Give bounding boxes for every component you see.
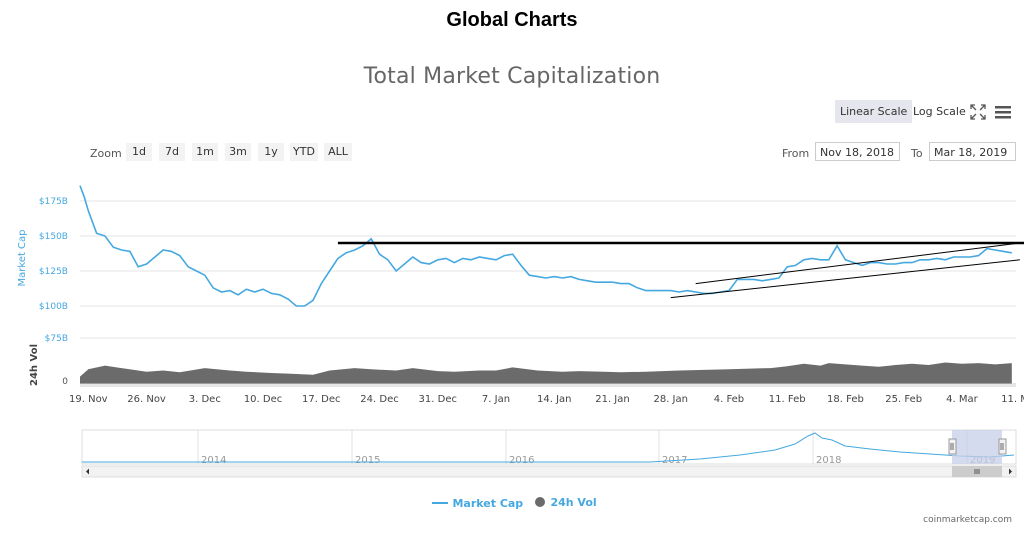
- zoom-7d-button[interactable]: 7d: [159, 143, 185, 161]
- x-tick-label: 31. Dec: [419, 394, 457, 405]
- zoom-1y-button[interactable]: 1y: [258, 143, 284, 161]
- navigator-year-label: 2015: [355, 455, 380, 466]
- chart-title: Total Market Capitalization: [363, 64, 661, 89]
- navigator-series: [82, 432, 1015, 463]
- x-tick-label: 18. Feb: [827, 394, 864, 405]
- ascending-channel-upper-line: [695, 242, 1020, 285]
- scroll-right-arrow-icon[interactable]: [1009, 468, 1012, 475]
- x-tick-label: 19. Nov: [69, 394, 108, 405]
- x-tick-label: 3. Dec: [189, 394, 221, 405]
- legend-market-cap-label: Market Cap: [452, 497, 524, 510]
- navigator-scrollbar-track[interactable]: [81, 465, 1017, 478]
- legend-volume-label: 24h Vol: [550, 496, 597, 509]
- to-date-input[interactable]: Mar 18, 2019: [929, 142, 1016, 161]
- x-tick-label: 10. Dec: [244, 394, 282, 405]
- hamburger-menu-icon[interactable]: [995, 105, 1011, 119]
- volume-tick-zero: 0: [62, 377, 68, 387]
- x-tick-label: 7. Jan: [482, 394, 510, 405]
- page-title: Global Charts: [446, 9, 578, 31]
- circle-legend-icon: [535, 496, 545, 507]
- scrollbar-grip: [974, 469, 980, 474]
- x-tick-label: 25. Feb: [885, 394, 922, 405]
- from-label: From: [782, 147, 810, 160]
- x-tick-label: 4. Mar: [946, 394, 978, 405]
- zoom-3m-button[interactable]: 3m: [225, 143, 251, 161]
- legend-market-cap[interactable]: Market Cap: [432, 494, 523, 512]
- x-tick-label: 26. Nov: [127, 394, 166, 405]
- ascending-channel-lower-line: [670, 259, 1020, 299]
- market-cap-line: [79, 185, 1012, 307]
- x-tick-label: 11. Mar: [1001, 394, 1024, 405]
- x-tick-label: 24. Dec: [360, 394, 398, 405]
- y-tick-label: $125B: [39, 267, 68, 277]
- line-legend-icon: [432, 501, 448, 504]
- volume-tick-max: $75B: [45, 334, 68, 344]
- x-tick-label: 28. Jan: [653, 394, 688, 405]
- from-date-input[interactable]: Nov 18, 2018: [815, 142, 900, 161]
- x-tick-label: 21. Jan: [595, 394, 630, 405]
- zoom-1m-button[interactable]: 1m: [192, 143, 218, 161]
- zoom-all-button[interactable]: ALL: [324, 143, 352, 161]
- navigator-year-label: 2014: [201, 455, 226, 466]
- x-tick-label: 4. Feb: [714, 394, 744, 405]
- navigator-selection[interactable]: [952, 430, 1002, 464]
- log-scale-button[interactable]: Log Scale: [913, 105, 966, 118]
- legend-volume[interactable]: 24h Vol: [534, 493, 597, 511]
- navigator-year-label: 2016: [509, 455, 534, 466]
- x-tick-label: 17. Dec: [302, 394, 340, 405]
- navigator-frame: [81, 429, 1017, 465]
- y-tick-label: $175B: [39, 197, 68, 207]
- y-tick-label: $100B: [39, 302, 68, 312]
- volume-area: [80, 362, 1012, 384]
- linear-scale-button[interactable]: Linear Scale: [835, 100, 913, 123]
- fullscreen-icon[interactable]: [970, 104, 986, 120]
- y-tick-label: $150B: [39, 232, 68, 242]
- zoom-label: Zoom: [90, 147, 122, 160]
- zoom-ytd-button[interactable]: YTD: [290, 143, 318, 161]
- scroll-left-arrow-icon[interactable]: [86, 468, 89, 475]
- credit-link[interactable]: coinmarketcap.com: [923, 515, 1012, 525]
- volume-axis-label: 24h Vol: [29, 344, 40, 386]
- to-label: To: [911, 147, 923, 160]
- navigator-year-label: 2018: [816, 455, 841, 466]
- x-tick-label: 14. Jan: [537, 394, 572, 405]
- zoom-1d-button[interactable]: 1d: [126, 143, 152, 161]
- x-tick-label: 11. Feb: [769, 394, 806, 405]
- y-axis-label: Market Cap: [17, 229, 28, 286]
